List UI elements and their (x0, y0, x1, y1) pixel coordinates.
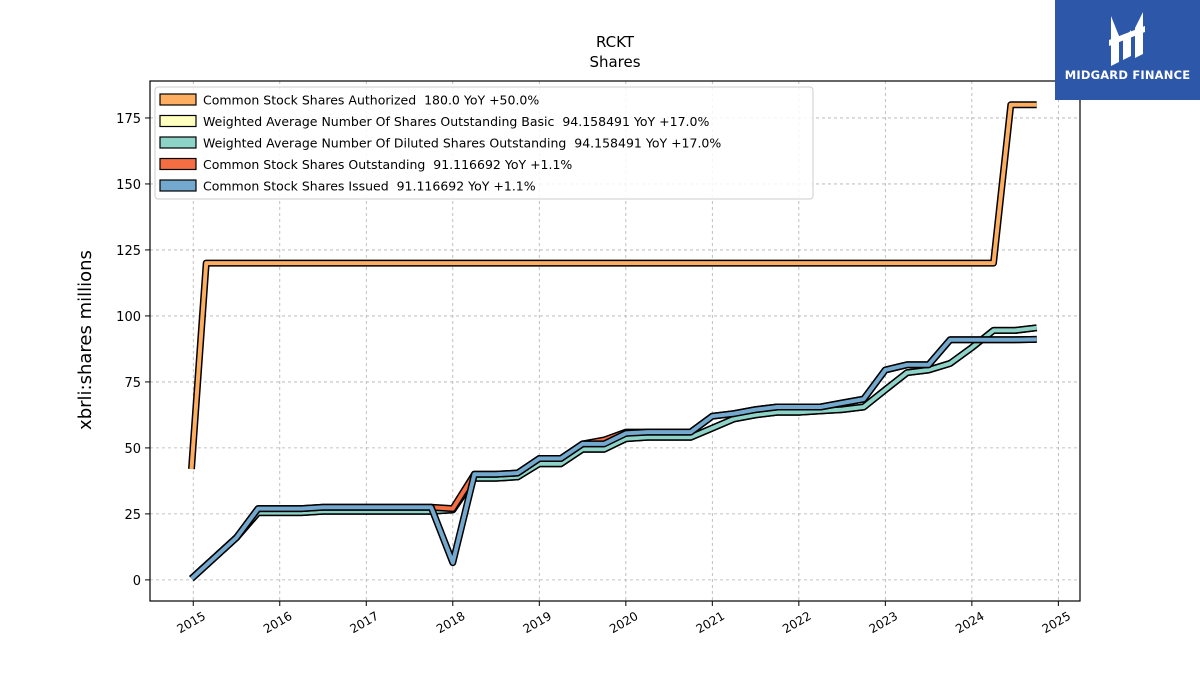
x-tick-label: 2025 (1040, 609, 1073, 636)
x-tick-label: 2022 (780, 609, 813, 636)
y-tick-label: 100 (116, 310, 141, 325)
chart-subtitle: Shares (589, 53, 640, 71)
series-3-line (190, 325, 1037, 581)
series-5-line (190, 337, 1037, 581)
y-tick-label: 125 (116, 244, 141, 259)
chart-title: RCKT (596, 33, 635, 51)
legend-swatch (159, 136, 197, 149)
legend-label: Common Stock Shares Issued 91.116692 YoY… (203, 179, 536, 194)
y-tick-label: 50 (124, 442, 141, 457)
x-tick-label: 2024 (953, 609, 986, 636)
series-3 (189, 324, 1038, 582)
x-tick-label: 2016 (261, 609, 294, 636)
legend-swatch (159, 114, 197, 128)
x-tick-label: 2021 (694, 609, 727, 636)
legend-label: Common Stock Shares Outstanding 91.11669… (203, 157, 572, 172)
legend: Common Stock Shares Authorized 180.0 YoY… (154, 86, 814, 200)
x-tick-label: 2017 (348, 609, 381, 636)
legend-label: Weighted Average Number Of Diluted Share… (203, 136, 721, 151)
logo-text: MIDGARD FINANCE (1064, 68, 1191, 82)
legend-swatch (159, 157, 197, 171)
x-tick-label: 2023 (867, 609, 900, 636)
midgard-finance-logo: MIDGARD FINANCE (1055, 0, 1200, 100)
y-tick-label: 0 (133, 574, 141, 589)
x-tick-label: 2019 (521, 609, 554, 636)
series-1-line (189, 102, 1037, 470)
plot-frame (149, 80, 1081, 602)
logo-mark-icon (1109, 12, 1145, 66)
legend-box (154, 86, 814, 200)
y-tick-label: 75 (124, 376, 141, 391)
y-tick-label: 25 (124, 508, 141, 523)
legend-swatch (159, 93, 197, 106)
y-axis-label: xbrli:shares millions (75, 250, 96, 430)
legend-swatch (159, 179, 197, 192)
x-tick-label: 2018 (434, 609, 467, 636)
x-tick-label: 2020 (607, 609, 640, 636)
series-1 (188, 101, 1037, 470)
series-5 (189, 335, 1037, 582)
y-tick-label: 150 (116, 178, 141, 193)
x-tick-label: 2015 (175, 609, 208, 636)
legend-label: Common Stock Shares Authorized 180.0 YoY… (203, 93, 539, 108)
y-tick-label: 175 (116, 112, 141, 127)
series-layer (188, 101, 1038, 582)
legend-label: Weighted Average Number Of Shares Outsta… (203, 114, 709, 129)
